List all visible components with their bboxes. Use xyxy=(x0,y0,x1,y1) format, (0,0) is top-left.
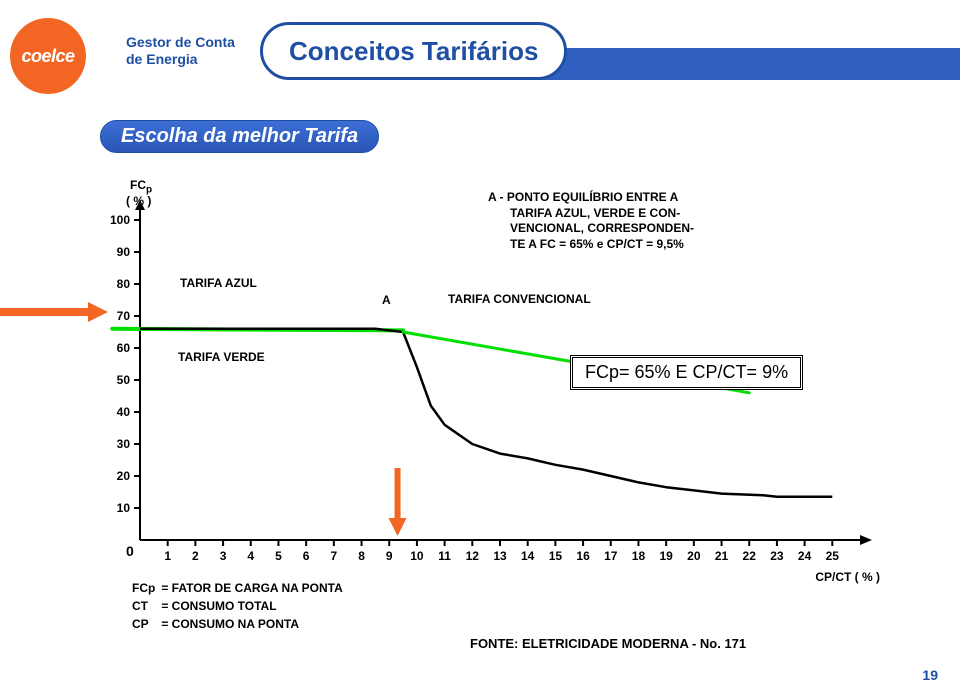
svg-text:20: 20 xyxy=(687,549,701,563)
svg-text:5: 5 xyxy=(275,549,282,563)
def-row: FCp = FATOR DE CARGA NA PONTA xyxy=(132,580,347,596)
label-tarifa-convencional: TARIFA CONVENCIONAL xyxy=(448,292,591,306)
svg-text:7: 7 xyxy=(331,549,338,563)
svg-text:1: 1 xyxy=(164,549,171,563)
svg-text:50: 50 xyxy=(117,373,131,387)
svg-text:30: 30 xyxy=(117,437,131,451)
def-term: CP xyxy=(132,616,159,632)
header: coelce Gestor de Conta de Energia Concei… xyxy=(0,14,960,82)
svg-text:4: 4 xyxy=(247,549,254,563)
logo-circle: coelce xyxy=(10,18,86,94)
def-row: CT= CONSUMO TOTAL xyxy=(132,598,347,614)
svg-text:18: 18 xyxy=(632,549,646,563)
x-axis-label: CP/CT ( % ) xyxy=(815,570,880,584)
svg-text:25: 25 xyxy=(826,549,840,563)
svg-text:100: 100 xyxy=(110,213,130,227)
definitions-table: FCp = FATOR DE CARGA NA PONTA CT= CONSUMO… xyxy=(130,578,349,635)
svg-text:6: 6 xyxy=(303,549,310,563)
svg-text:80: 80 xyxy=(117,277,131,291)
svg-text:20: 20 xyxy=(117,469,131,483)
svg-text:21: 21 xyxy=(715,549,729,563)
source-text: FONTE: ELETRICIDADE MODERNA - No. 171 xyxy=(470,636,746,651)
svg-text:17: 17 xyxy=(604,549,618,563)
header-subtitle-pill: Gestor de Conta de Energia xyxy=(100,24,255,78)
svg-text:13: 13 xyxy=(493,549,507,563)
a-text-line: TE A FC = 65% e CP/CT = 9,5% xyxy=(488,237,748,253)
definitions-block: FCp = FATOR DE CARGA NA PONTA CT= CONSUMO… xyxy=(130,578,349,635)
label-point-a: A xyxy=(382,293,391,307)
header-title-text: Conceitos Tarifários xyxy=(289,36,538,67)
svg-text:11: 11 xyxy=(438,549,451,563)
orange-arrow-icon xyxy=(0,300,110,332)
a-text-line: A - PONTO EQUILÍBRIO ENTRE A xyxy=(488,190,748,206)
a-explanation: A - PONTO EQUILÍBRIO ENTRE A TARIFA AZUL… xyxy=(488,190,748,252)
def-row: CP= CONSUMO NA PONTA xyxy=(132,616,347,632)
y-axis-unit: ( % ) xyxy=(126,194,151,208)
page-number: 19 xyxy=(922,667,938,683)
header-title-pill: Conceitos Tarifários xyxy=(260,22,567,80)
def-desc: = CONSUMO NA PONTA xyxy=(161,616,346,632)
svg-text:70: 70 xyxy=(117,309,131,323)
svg-text:12: 12 xyxy=(466,549,480,563)
svg-text:14: 14 xyxy=(521,549,535,563)
callout-text: FCp= 65% E CP/CT= 9% xyxy=(585,362,788,382)
svg-text:90: 90 xyxy=(117,245,131,259)
svg-text:0: 0 xyxy=(126,543,134,559)
y-axis-label-main: FC xyxy=(130,178,146,192)
a-text-line: TARIFA AZUL, VERDE E CON- xyxy=(488,206,748,222)
label-tarifa-verde: TARIFA VERDE xyxy=(178,350,265,364)
def-desc: = FATOR DE CARGA NA PONTA xyxy=(161,580,346,596)
header-subtitle-line2: de Energia xyxy=(126,51,235,68)
def-term: FCp xyxy=(132,581,155,595)
callout-box: FCp= 65% E CP/CT= 9% xyxy=(570,355,803,390)
def-desc: = CONSUMO TOTAL xyxy=(161,598,346,614)
svg-text:10: 10 xyxy=(410,549,424,563)
svg-text:19: 19 xyxy=(659,549,673,563)
def-term: CT xyxy=(132,598,159,614)
label-tarifa-azul: TARIFA AZUL xyxy=(180,276,257,290)
a-text-line: VENCIONAL, CORRESPONDEN- xyxy=(488,221,748,237)
svg-text:60: 60 xyxy=(117,341,131,355)
svg-text:24: 24 xyxy=(798,549,812,563)
svg-text:16: 16 xyxy=(576,549,590,563)
svg-text:10: 10 xyxy=(117,501,131,515)
svg-text:9: 9 xyxy=(386,549,393,563)
svg-text:3: 3 xyxy=(220,549,227,563)
y-axis-label: FCp xyxy=(130,178,152,195)
logo-text: coelce xyxy=(21,46,74,67)
svg-text:8: 8 xyxy=(358,549,365,563)
header-subtitle-line1: Gestor de Conta xyxy=(126,34,235,51)
svg-text:23: 23 xyxy=(770,549,784,563)
section-pill: Escolha da melhor Tarifa xyxy=(100,120,379,153)
svg-text:2: 2 xyxy=(192,549,199,563)
svg-text:15: 15 xyxy=(549,549,563,563)
svg-text:22: 22 xyxy=(743,549,757,563)
svg-text:40: 40 xyxy=(117,405,131,419)
section-pill-text: Escolha da melhor Tarifa xyxy=(121,125,358,147)
header-title-wrap: Conceitos Tarifários xyxy=(260,22,960,82)
slide-page: coelce Gestor de Conta de Energia Concei… xyxy=(0,0,960,693)
